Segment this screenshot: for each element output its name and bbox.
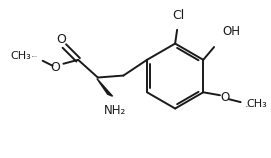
Text: CH₃: CH₃ xyxy=(10,51,31,61)
Text: methyl2: methyl2 xyxy=(32,56,38,58)
Text: Cl: Cl xyxy=(172,9,184,22)
Text: methyl: methyl xyxy=(246,103,250,104)
Text: CH₃: CH₃ xyxy=(247,99,267,109)
Text: NH₂: NH₂ xyxy=(104,104,126,117)
Text: O: O xyxy=(51,61,60,74)
Text: OH: OH xyxy=(222,25,240,38)
Text: methyl: methyl xyxy=(246,105,251,107)
Text: O: O xyxy=(56,33,66,46)
Polygon shape xyxy=(97,79,112,96)
Text: O: O xyxy=(220,91,230,104)
